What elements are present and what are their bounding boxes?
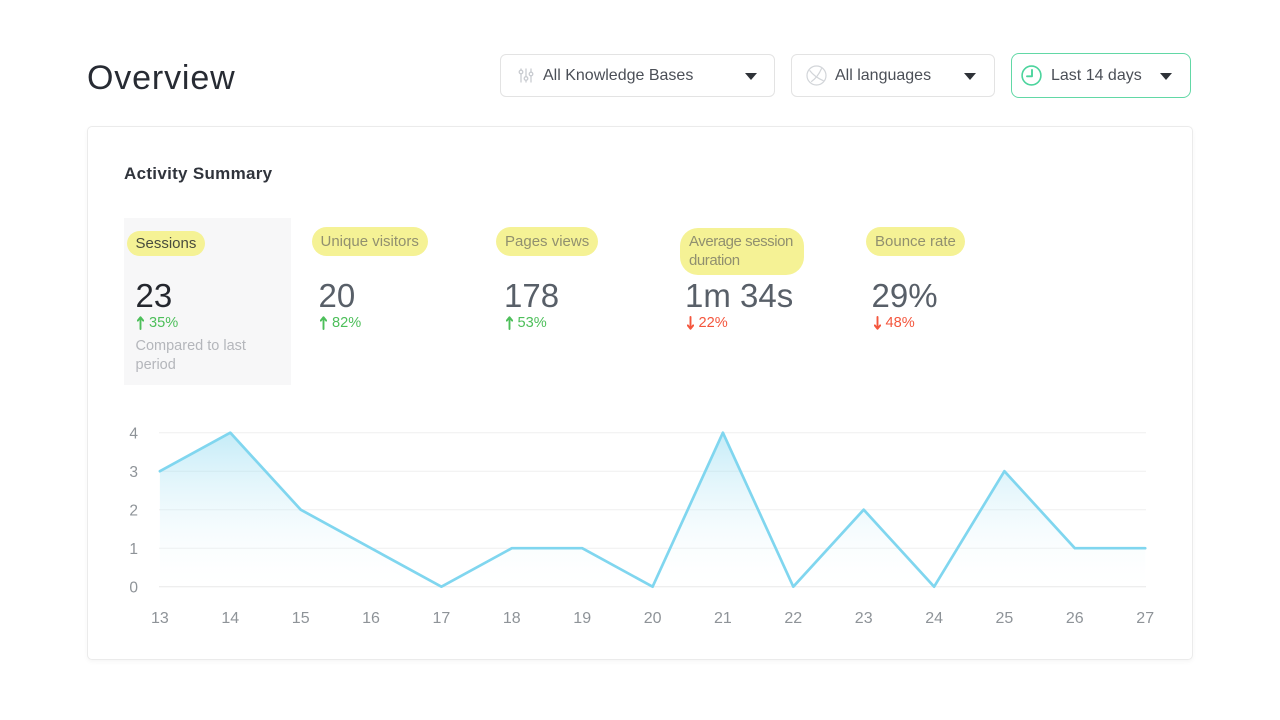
svg-text:20: 20: [644, 610, 662, 627]
svg-text:19: 19: [573, 610, 591, 627]
svg-text:22: 22: [784, 610, 802, 627]
svg-text:14: 14: [221, 610, 239, 627]
svg-text:0: 0: [129, 580, 138, 597]
svg-text:3: 3: [129, 464, 138, 481]
svg-text:21: 21: [714, 610, 732, 627]
svg-text:4: 4: [129, 426, 138, 443]
svg-text:26: 26: [1066, 610, 1084, 627]
svg-text:24: 24: [925, 610, 943, 627]
svg-text:16: 16: [362, 610, 380, 627]
svg-text:27: 27: [1136, 610, 1154, 627]
svg-text:25: 25: [996, 610, 1014, 627]
svg-text:18: 18: [503, 610, 521, 627]
svg-text:2: 2: [129, 503, 138, 520]
svg-text:23: 23: [855, 610, 873, 627]
svg-text:15: 15: [292, 610, 310, 627]
svg-text:1: 1: [129, 541, 138, 558]
svg-text:17: 17: [433, 610, 451, 627]
svg-text:13: 13: [151, 610, 169, 627]
